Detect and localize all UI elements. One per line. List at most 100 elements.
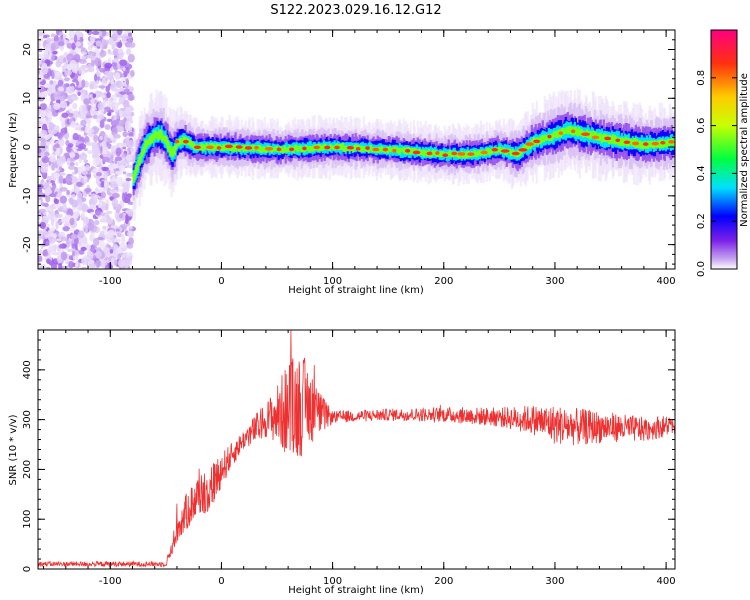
noise-blob: [106, 118, 113, 123]
noise-blob: [118, 164, 126, 172]
noise-blob: [60, 251, 68, 261]
colorbar-gradient: [710, 29, 738, 270]
noise-blob: [122, 257, 131, 267]
noise-blob: [107, 137, 111, 143]
noise-blob: [119, 242, 126, 249]
noise-blob: [106, 143, 112, 150]
ridge-cell: [396, 149, 399, 154]
y-tick-label: 100: [22, 510, 33, 529]
noise-blob: [61, 112, 69, 118]
noise-blob: [38, 183, 44, 190]
noise-blob: [57, 86, 65, 92]
noise-blob: [100, 94, 106, 99]
ridge-peak: [276, 147, 282, 152]
ridge-peak: [324, 145, 331, 150]
noise-blob: [117, 259, 125, 268]
noise-blob: [58, 166, 63, 171]
noise-blob: [51, 252, 60, 256]
noise-blob: [58, 31, 64, 36]
noise-blob: [110, 78, 114, 86]
noise-blob: [51, 162, 55, 171]
noise-blob: [104, 250, 109, 258]
noise-blob: [67, 95, 75, 103]
ridge-peak: [235, 145, 243, 149]
x-tick-label: 100: [323, 276, 342, 287]
noise-blob: [89, 129, 95, 133]
ridge-peak: [525, 142, 534, 146]
noise-blob: [109, 189, 118, 194]
noise-blob: [128, 237, 134, 246]
noise-blob: [41, 67, 49, 74]
x-tick-label: 300: [545, 576, 564, 587]
noise-blob: [41, 109, 47, 118]
noise-blob: [89, 203, 97, 209]
noise-blob: [84, 225, 88, 235]
x-tick-label: 200: [434, 276, 453, 287]
noise-blob: [43, 202, 49, 208]
noise-blob: [81, 203, 89, 213]
noise-blob: [115, 147, 122, 157]
noise-blob: [103, 171, 108, 180]
noise-blob: [72, 132, 79, 141]
noise-blob: [71, 194, 76, 199]
noise-blob: [121, 142, 127, 148]
noise-blob: [112, 134, 121, 139]
ridge-peak: [591, 135, 600, 140]
noise-blob: [106, 71, 114, 81]
ridge-peak: [426, 151, 433, 156]
noise-blob: [111, 198, 119, 208]
noise-blob: [61, 64, 67, 73]
noise-blob: [104, 179, 108, 188]
x-tick-label: 300: [545, 276, 564, 287]
noise-blob: [119, 59, 128, 66]
ridge-peak: [392, 148, 397, 153]
noise-blob: [101, 77, 107, 87]
noise-blob: [47, 210, 51, 214]
noise-blob: [95, 247, 102, 252]
ridge-peak: [660, 140, 666, 145]
ridge-peak: [511, 151, 520, 156]
noise-blob: [102, 225, 107, 230]
ridge-cell: [136, 164, 139, 171]
noise-blob: [125, 177, 132, 182]
noise-blob: [105, 85, 111, 93]
noise-blob: [57, 132, 62, 139]
ridge-peak: [182, 139, 189, 144]
noise-blob: [94, 57, 102, 67]
noise-blob: [38, 31, 43, 37]
noise-blob: [83, 175, 88, 185]
noise-blob: [94, 250, 102, 259]
noise-blob: [114, 72, 121, 81]
noise-blob: [99, 135, 103, 141]
noise-blob: [75, 261, 79, 267]
noise-blob: [125, 154, 134, 161]
noise-blob: [99, 67, 106, 73]
ridge-cell: [141, 149, 144, 157]
noise-blob: [129, 42, 136, 48]
noise-blob: [79, 152, 88, 160]
y-tick-label: -20: [22, 236, 33, 252]
ridge-peak: [668, 140, 675, 144]
noise-blob: [104, 106, 111, 111]
y-tick-label: 200: [22, 460, 33, 479]
noise-blob: [43, 151, 50, 157]
noise-blob: [39, 103, 47, 111]
noise-blob: [106, 187, 112, 196]
noise-blob: [111, 127, 118, 136]
noise-blob: [47, 246, 54, 255]
noise-blob: [110, 145, 116, 152]
noise-blob: [68, 30, 75, 39]
noise-blob: [91, 30, 100, 36]
ridge-peak: [615, 138, 621, 143]
noise-blob: [66, 53, 74, 62]
noise-blob: [106, 112, 112, 116]
noise-blob: [119, 126, 124, 132]
colorbar-ticks: 0.00.20.40.60.8: [696, 70, 737, 277]
y-tick-label: 400: [22, 360, 33, 379]
y-tick-label: 300: [22, 410, 33, 429]
ridge-peak: [224, 144, 233, 149]
noise-blob: [121, 187, 126, 194]
x-tick-label: -100: [99, 576, 122, 587]
noise-blob: [45, 240, 50, 247]
noise-blob: [56, 254, 63, 264]
